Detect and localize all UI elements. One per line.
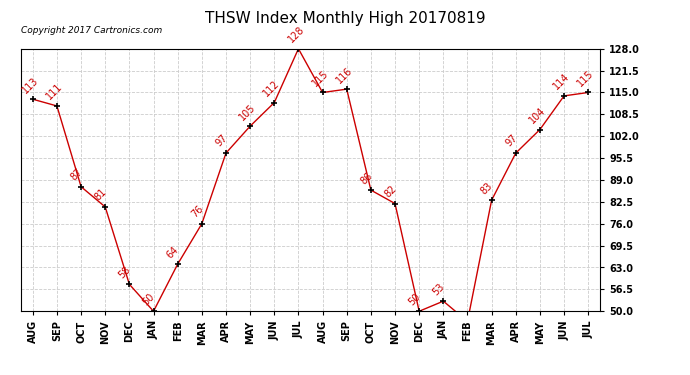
Text: 116: 116: [334, 65, 354, 85]
Text: 97: 97: [503, 133, 519, 149]
Text: 87: 87: [68, 167, 84, 183]
Text: 47: 47: [0, 374, 1, 375]
Text: 113: 113: [20, 75, 40, 95]
Text: 104: 104: [527, 105, 547, 125]
Text: 111: 111: [44, 82, 64, 102]
Text: 114: 114: [551, 72, 571, 92]
Text: THSW  (°F): THSW (°F): [601, 28, 665, 38]
Text: 81: 81: [92, 187, 108, 203]
Text: 50: 50: [406, 291, 422, 307]
Text: 105: 105: [237, 102, 258, 122]
Text: 53: 53: [431, 281, 446, 297]
Text: 97: 97: [213, 133, 229, 149]
Text: THSW Index Monthly High 20170819: THSW Index Monthly High 20170819: [205, 11, 485, 26]
Text: 58: 58: [117, 264, 132, 280]
Text: 50: 50: [141, 291, 157, 307]
Text: Copyright 2017 Cartronics.com: Copyright 2017 Cartronics.com: [21, 26, 162, 35]
Text: 115: 115: [310, 68, 331, 88]
Text: 64: 64: [165, 244, 181, 260]
Text: 112: 112: [262, 78, 282, 98]
Text: 83: 83: [479, 180, 495, 196]
Text: 76: 76: [189, 204, 205, 220]
Text: 128: 128: [286, 24, 306, 45]
Text: 115: 115: [575, 68, 596, 88]
Text: 82: 82: [382, 184, 398, 200]
Text: 86: 86: [358, 170, 374, 186]
